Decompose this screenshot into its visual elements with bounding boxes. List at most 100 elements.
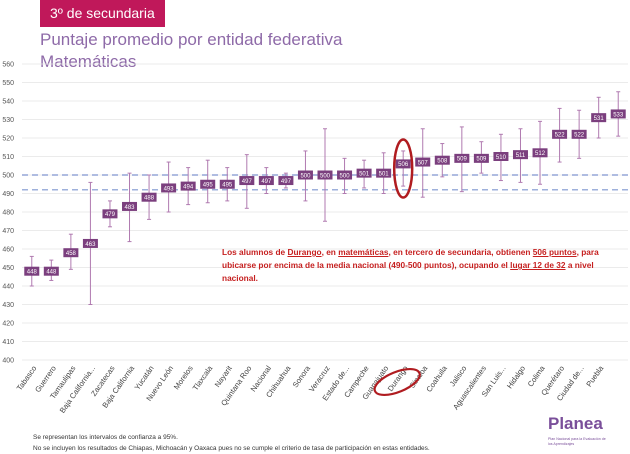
data-point [571, 129, 587, 139]
data-point [395, 159, 411, 169]
planea-logo: Planea Plan Nacional para la Evaluación … [548, 414, 622, 450]
y-tick-label: 410 [2, 339, 14, 346]
y-tick-label: 420 [2, 321, 14, 328]
y-tick-label: 500 [2, 173, 14, 180]
note-subject: matemáticas [338, 247, 389, 257]
y-tick-label: 510 [2, 154, 14, 161]
note-score: 506 puntos [532, 247, 577, 257]
y-tick-label: 430 [2, 302, 14, 309]
data-label: 508 [437, 159, 448, 165]
data-point [610, 109, 626, 119]
data-label: 533 [613, 112, 624, 118]
data-point [43, 266, 59, 276]
data-label: 509 [476, 157, 487, 163]
note-text-5: a nivel nacional. [222, 260, 594, 283]
x-tick-label: Hidalgo [505, 364, 527, 390]
y-tick-label: 520 [2, 136, 14, 143]
data-label: 497 [242, 179, 253, 185]
planea-logo-tagline: Plan Nacional para la Evaluación de los … [548, 437, 606, 446]
data-label: 494 [183, 184, 194, 190]
data-point [141, 192, 157, 202]
y-tick-label: 460 [2, 247, 14, 254]
data-point [200, 179, 216, 189]
y-tick-label: 560 [2, 62, 14, 69]
chart-title: Puntaje promedio por entidad federativa [40, 30, 343, 49]
y-tick-label: 480 [2, 210, 14, 217]
data-point [239, 176, 255, 186]
data-point [532, 148, 548, 158]
y-tick-label: 470 [2, 228, 14, 235]
y-tick-label: 450 [2, 265, 14, 272]
data-point [24, 266, 40, 276]
data-label: 495 [203, 183, 214, 189]
data-point [493, 152, 509, 161]
data-label: 495 [222, 183, 233, 189]
data-label: 463 [85, 242, 96, 248]
data-label: 512 [535, 151, 546, 157]
data-label: 497 [261, 179, 272, 185]
data-label: 458 [66, 251, 77, 257]
data-point [122, 201, 138, 211]
data-label: 522 [574, 133, 585, 139]
data-point [161, 183, 177, 193]
data-point [219, 179, 235, 189]
y-tick-label: 440 [2, 284, 14, 291]
data-label: 511 [516, 153, 526, 159]
y-tick-label: 490 [2, 191, 14, 198]
data-point [258, 176, 274, 186]
x-tick-label: Coahuila [424, 363, 449, 393]
note-text-2: , en [321, 247, 339, 257]
chart-subtitle: Matemáticas [40, 52, 137, 71]
note-state: Durango [287, 247, 322, 257]
data-label: 483 [125, 205, 136, 211]
data-label: 500 [300, 173, 311, 179]
planea-logo-word: Planea [548, 414, 603, 433]
note-text-3: , en tercero de secundaria, obtienen [388, 247, 533, 257]
data-label: 448 [46, 270, 57, 276]
data-point [356, 168, 372, 178]
footnote-confidence: Se representan los intervalos de confian… [33, 434, 178, 441]
data-point [376, 168, 392, 178]
data-label: 509 [457, 157, 468, 163]
data-point [434, 155, 450, 165]
data-label: 493 [164, 186, 175, 192]
grade-badge: 3º de secundaria [40, 0, 165, 27]
data-label: 479 [105, 212, 116, 218]
data-point [82, 238, 98, 248]
data-label: 500 [320, 173, 331, 179]
data-point [552, 129, 568, 139]
data-label: 531 [594, 116, 605, 122]
data-point [337, 170, 353, 180]
data-point [297, 170, 313, 180]
data-point [180, 181, 196, 191]
data-point [415, 157, 431, 167]
y-tick-label: 550 [2, 80, 14, 87]
data-point [317, 170, 333, 180]
data-point [102, 209, 118, 219]
data-label: 501 [379, 171, 390, 177]
data-label: 500 [340, 173, 351, 179]
y-tick-label: 400 [2, 358, 14, 365]
data-point [454, 153, 470, 163]
footnote-exclusions: No se incluyen los resultados de Chiapas… [33, 445, 430, 452]
data-point [512, 150, 528, 160]
y-tick-label: 540 [2, 99, 14, 106]
note-text-4: , para ubicarse por encima de la media n… [222, 247, 599, 270]
durango-note: Los alumnos de Durango, en matemáticas, … [222, 246, 614, 285]
data-point [473, 153, 489, 163]
note-rank: lugar 12 de 32 [510, 260, 566, 270]
data-label: 507 [418, 160, 429, 166]
y-tick-label: 530 [2, 117, 14, 124]
data-label: 506 [398, 162, 409, 168]
note-text-1: Los alumnos de [222, 247, 288, 257]
x-tick-label: Tlaxcala [191, 363, 215, 392]
data-label: 448 [27, 270, 38, 276]
data-label: 501 [359, 171, 370, 177]
data-point [591, 113, 607, 123]
data-label: 510 [496, 155, 507, 161]
data-label: 488 [144, 196, 155, 202]
data-point [278, 176, 294, 186]
x-tick-label: Puebla [584, 363, 605, 388]
highlight-ellipse-point [392, 138, 414, 199]
